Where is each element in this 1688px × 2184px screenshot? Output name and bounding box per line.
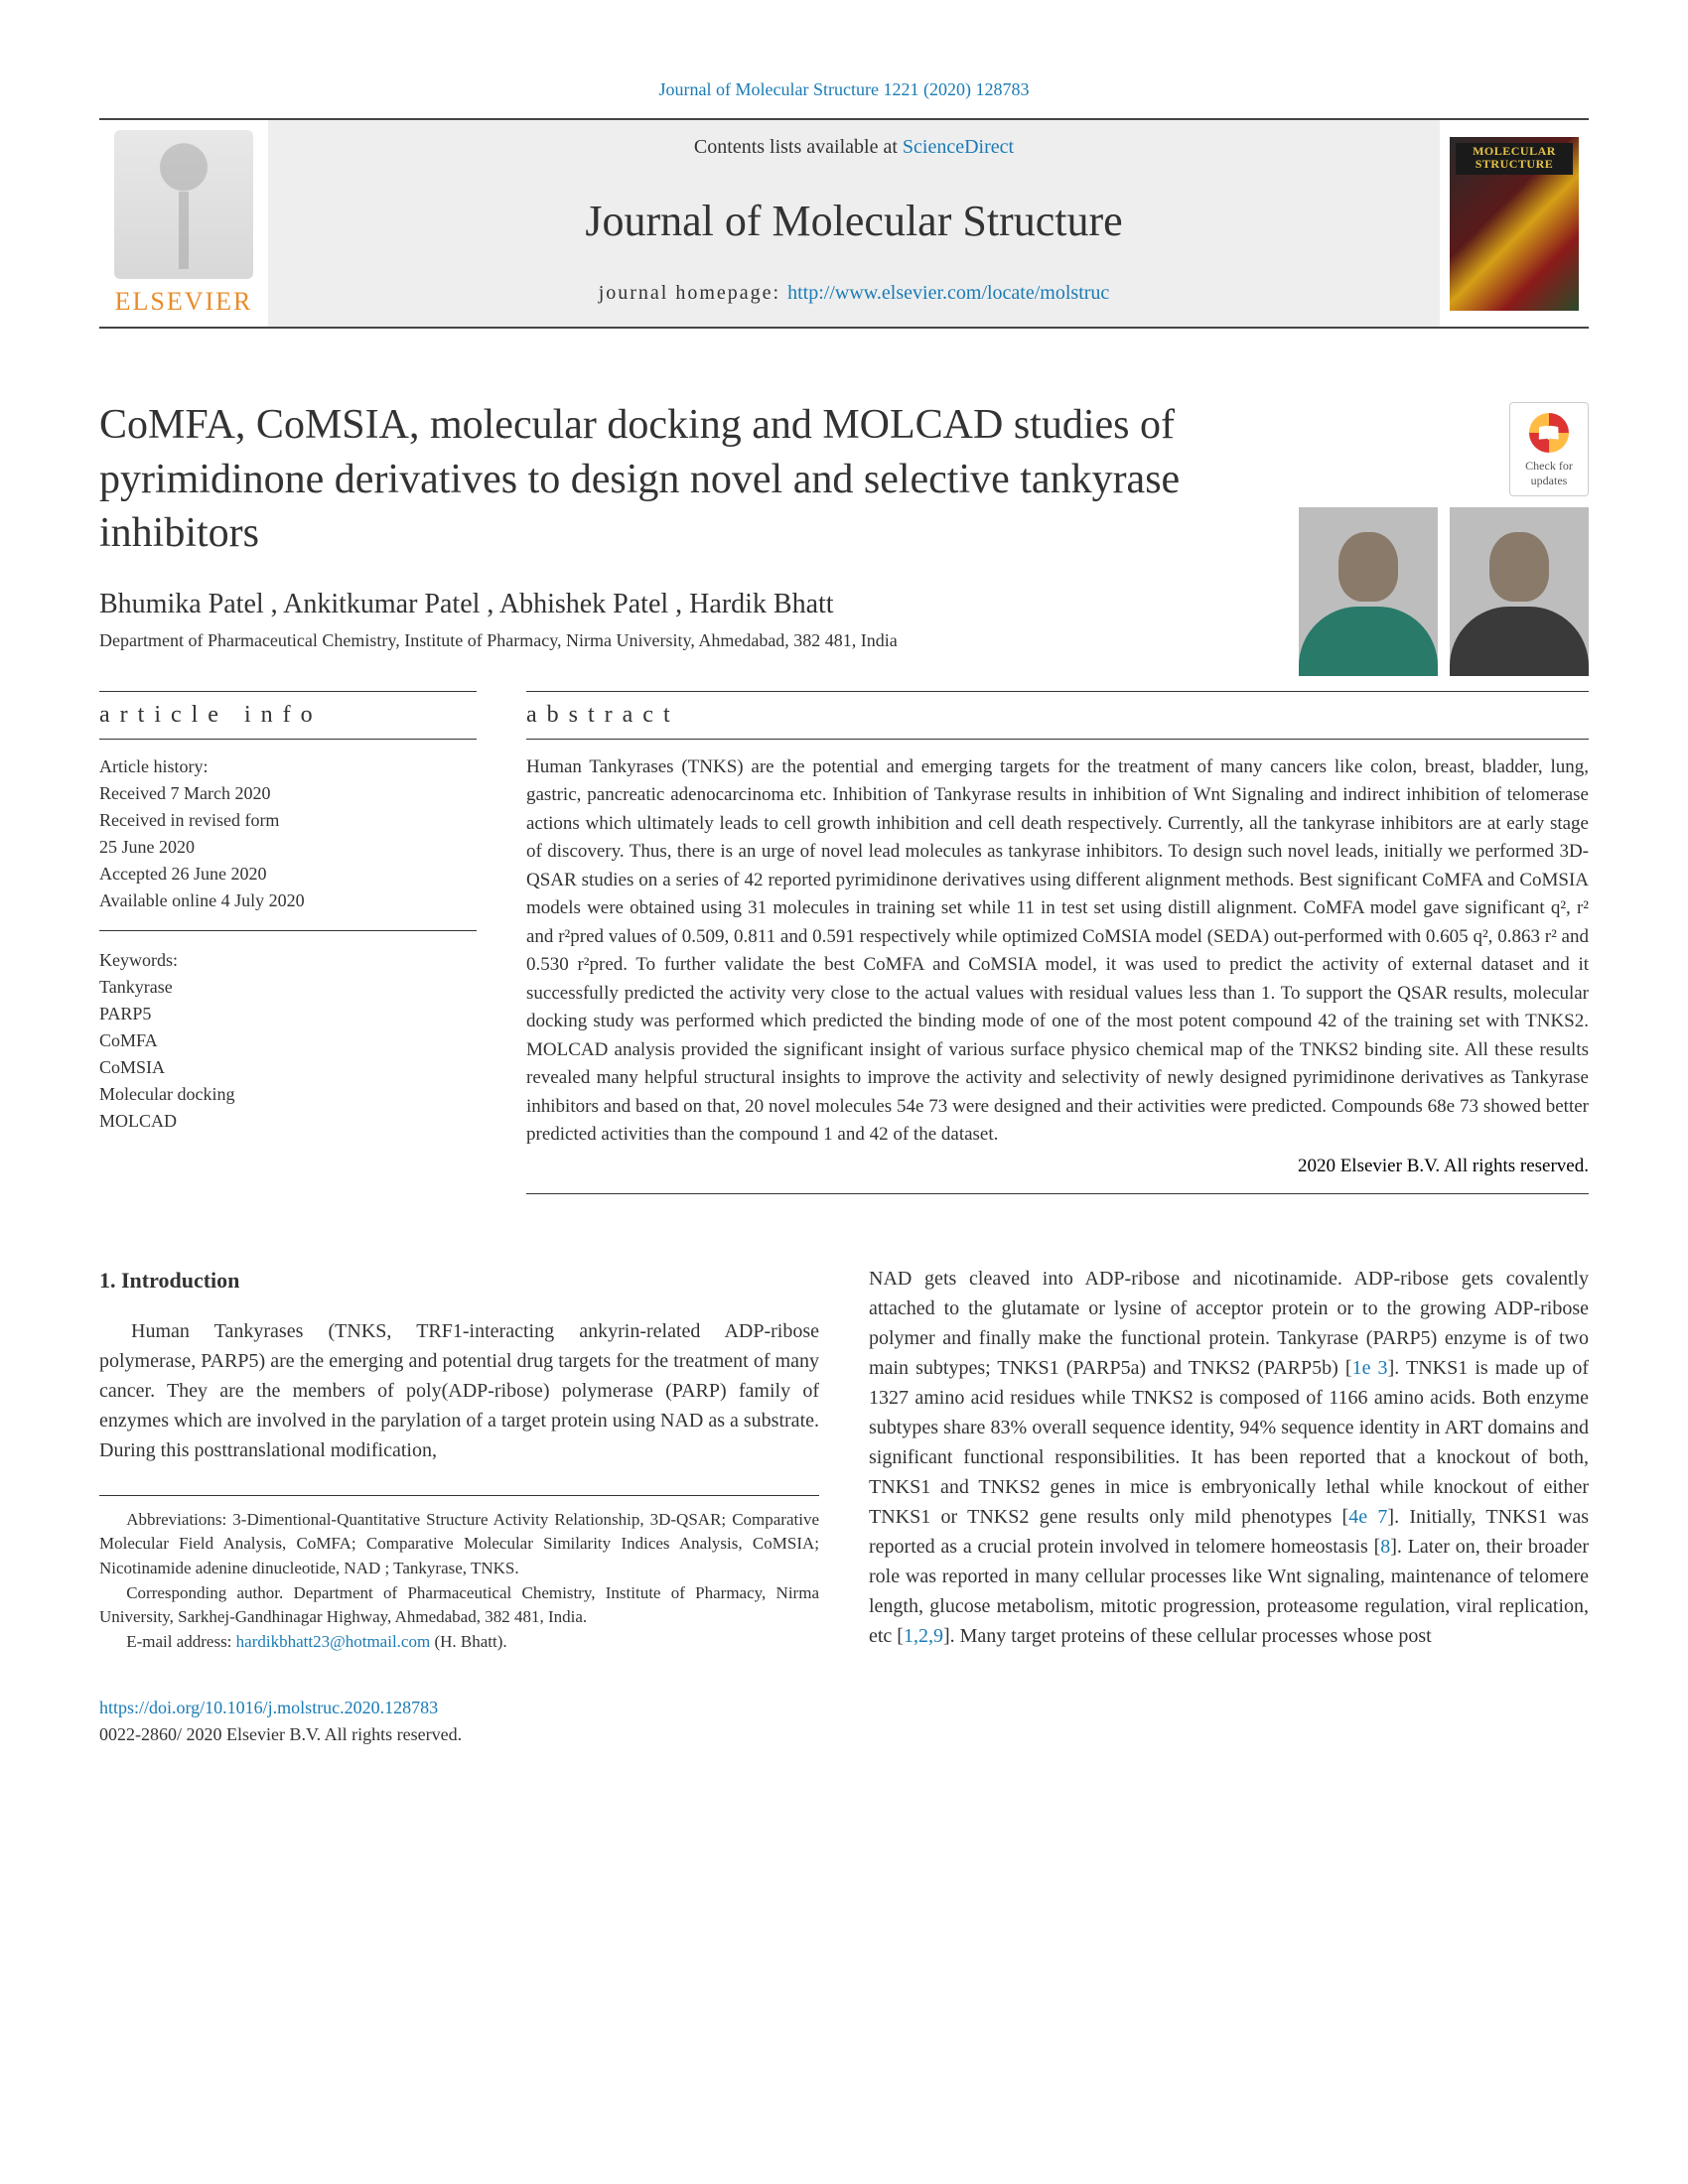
homepage-url[interactable]: http://www.elsevier.com/locate/molstruc bbox=[787, 282, 1109, 304]
keyword: Tankyrase bbox=[99, 974, 477, 1001]
email-label: E-mail address: bbox=[126, 1632, 235, 1651]
body-column-left: 1. Introduction Human Tankyrases (TNKS, … bbox=[99, 1264, 819, 1748]
author-photos bbox=[1299, 507, 1589, 676]
check-updates-label: Check for updates bbox=[1510, 459, 1588, 488]
footnote-corresponding: Corresponding author. Department of Phar… bbox=[99, 1581, 819, 1630]
info-abstract-row: article info Article history:Received 7 … bbox=[99, 691, 1589, 1194]
ref-link[interactable]: 8 bbox=[1380, 1536, 1390, 1558]
abstract-heading: abstract bbox=[526, 691, 1589, 740]
history-line: Article history: bbox=[99, 753, 477, 780]
author-photo-2 bbox=[1450, 507, 1589, 676]
title-block: CoMFA, CoMSIA, molecular docking and MOL… bbox=[99, 398, 1589, 651]
abstract-text: Human Tankyrases (TNKS) are the potentia… bbox=[526, 753, 1589, 1150]
history-line: Received in revised form bbox=[99, 807, 477, 834]
publisher-block: ELSEVIER bbox=[99, 120, 268, 327]
ref-link[interactable]: 1,2,9 bbox=[904, 1625, 943, 1647]
keyword: CoMSIA bbox=[99, 1054, 477, 1081]
contents-line: Contents lists available at ScienceDirec… bbox=[278, 136, 1430, 159]
homepage-line: journal homepage: http://www.elsevier.co… bbox=[278, 282, 1430, 305]
top-citation: Journal of Molecular Structure 1221 (202… bbox=[99, 79, 1589, 100]
article-info-column: article info Article history:Received 7 … bbox=[99, 691, 477, 1194]
keyword: Molecular docking bbox=[99, 1081, 477, 1108]
keyword: CoMFA bbox=[99, 1027, 477, 1054]
footnote-abbrev: Abbreviations: 3-Dimentional-Quantitativ… bbox=[99, 1508, 819, 1581]
history-line: Received 7 March 2020 bbox=[99, 780, 477, 807]
keywords-block: Keywords:TankyrasePARP5CoMFACoMSIAMolecu… bbox=[99, 947, 477, 1151]
journal-cover-text: MOLECULAR STRUCTURE bbox=[1450, 145, 1579, 173]
keyword: MOLCAD bbox=[99, 1108, 477, 1135]
homepage-label: journal homepage: bbox=[599, 282, 787, 304]
doi-block: https://doi.org/10.1016/j.molstruc.2020.… bbox=[99, 1695, 819, 1748]
ref-link[interactable]: 1e 3 bbox=[1352, 1357, 1388, 1379]
masthead-center: Contents lists available at ScienceDirec… bbox=[268, 120, 1440, 327]
ref-link[interactable]: 4e 7 bbox=[1348, 1506, 1387, 1528]
body-column-right: NAD gets cleaved into ADP-ribose and nic… bbox=[869, 1264, 1589, 1748]
history-line: Available online 4 July 2020 bbox=[99, 887, 477, 914]
body-columns: 1. Introduction Human Tankyrases (TNKS, … bbox=[99, 1264, 1589, 1748]
article-history: Article history:Received 7 March 2020Rec… bbox=[99, 753, 477, 931]
author-photo-1 bbox=[1299, 507, 1438, 676]
abstract-bottom-rule bbox=[526, 1193, 1589, 1194]
issn-line: 0022-2860/ 2020 Elsevier B.V. All rights… bbox=[99, 1724, 462, 1744]
history-line: 25 June 2020 bbox=[99, 834, 477, 861]
publisher-name: ELSEVIER bbox=[115, 287, 253, 317]
abstract-column: abstract Human Tankyrases (TNKS) are the… bbox=[526, 691, 1589, 1194]
intro-para-1: Human Tankyrases (TNKS, TRF1-interacting… bbox=[99, 1316, 819, 1465]
intro-para-2: NAD gets cleaved into ADP-ribose and nic… bbox=[869, 1264, 1589, 1651]
abstract-copyright: 2020 Elsevier B.V. All rights reserved. bbox=[526, 1156, 1589, 1177]
sciencedirect-link[interactable]: ScienceDirect bbox=[903, 136, 1014, 158]
journal-name: Journal of Molecular Structure bbox=[278, 196, 1430, 246]
footnotes: Abbreviations: 3-Dimentional-Quantitativ… bbox=[99, 1495, 819, 1655]
masthead: ELSEVIER Contents lists available at Sci… bbox=[99, 118, 1589, 329]
article-title: CoMFA, CoMSIA, molecular docking and MOL… bbox=[99, 398, 1241, 561]
elsevier-tree-logo bbox=[114, 130, 253, 279]
journal-cover: MOLECULAR STRUCTURE bbox=[1450, 137, 1579, 311]
doi-link[interactable]: https://doi.org/10.1016/j.molstruc.2020.… bbox=[99, 1698, 438, 1717]
check-updates-badge[interactable]: Check for updates bbox=[1509, 402, 1589, 496]
history-line: Accepted 26 June 2020 bbox=[99, 861, 477, 887]
contents-prefix: Contents lists available at bbox=[694, 136, 903, 158]
email-link[interactable]: hardikbhatt23@hotmail.com bbox=[236, 1632, 431, 1651]
keywords-label: Keywords: bbox=[99, 947, 477, 974]
crossmark-icon bbox=[1529, 413, 1569, 453]
email-suffix: (H. Bhatt). bbox=[430, 1632, 506, 1651]
keyword: PARP5 bbox=[99, 1001, 477, 1027]
article-info-heading: article info bbox=[99, 691, 477, 740]
journal-cover-wrap: MOLECULAR STRUCTURE bbox=[1440, 120, 1589, 327]
footnote-email: E-mail address: hardikbhatt23@hotmail.co… bbox=[99, 1630, 819, 1655]
section-heading-intro: 1. Introduction bbox=[99, 1264, 819, 1297]
